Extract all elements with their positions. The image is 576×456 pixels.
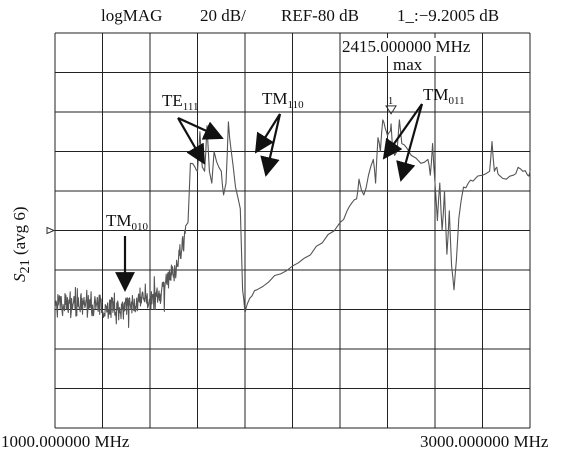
annotation-tm011-sub: 011 xyxy=(448,95,465,107)
trace-layer xyxy=(54,119,531,329)
marker-max-label: max xyxy=(393,55,423,74)
y-axis-label-suffix: (avg 6) xyxy=(9,206,29,260)
x-start-label: 1000.000000 MHz xyxy=(1,432,130,451)
annotation-tm110-sub: 110 xyxy=(287,99,304,111)
format-label: logMAG xyxy=(101,6,163,25)
series-line-s21 xyxy=(54,119,531,329)
arrow-te111-a xyxy=(177,117,205,165)
reference-label: REF-80 dB xyxy=(281,6,359,25)
y-axis-label-sub: 21 xyxy=(17,259,34,274)
arrow-tm011-a xyxy=(382,103,423,160)
arrow-tm110-a xyxy=(254,113,281,154)
arrow-tm110-b xyxy=(260,113,282,177)
marker-1-number: 1 xyxy=(388,96,393,107)
grid xyxy=(46,32,531,429)
annotation-tm110: TM110 xyxy=(262,90,304,114)
annotation-tm011-name: TM xyxy=(423,85,449,104)
annotation-tm010-name: TM xyxy=(106,211,132,230)
annotation-tm010: TM010 xyxy=(106,212,148,236)
annotation-tm010-sub: 010 xyxy=(131,221,149,233)
marker-layer: 1 xyxy=(385,96,397,115)
arrow-te111-b xyxy=(177,116,224,140)
annotation-te111-sub: 111 xyxy=(182,101,199,113)
reference-level-marker xyxy=(46,226,56,235)
scale-label: 20 dB/ xyxy=(200,6,246,25)
arrow-tm011-b xyxy=(396,103,424,182)
annotation-te111-name: TE xyxy=(162,91,183,110)
marker-frequency: 2415.000000 MHz xyxy=(342,37,471,56)
annotation-arrows xyxy=(115,103,424,292)
y-axis-label: S21 (avg 6) xyxy=(10,194,34,294)
annotation-tm110-name: TM xyxy=(262,89,288,108)
marker-readout: 1_:−9.2005 dB xyxy=(397,6,500,25)
annotation-tm011: TM011 xyxy=(423,86,465,110)
x-stop-label: 3000.000000 MHz xyxy=(420,432,549,451)
annotation-te111: TE111 xyxy=(162,92,198,116)
y-axis-label-main: S xyxy=(9,273,29,282)
marker-1-triangle xyxy=(385,105,397,115)
